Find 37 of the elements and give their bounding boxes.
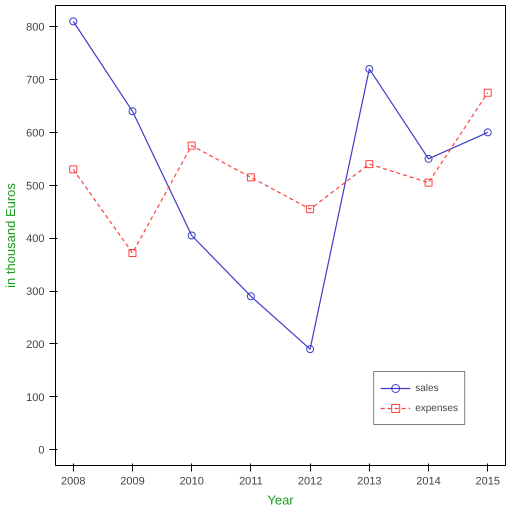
y-tick-label: 100 (26, 392, 45, 404)
y-tick-label: 700 (26, 74, 45, 87)
point (424, 154, 433, 163)
point (484, 128, 492, 136)
point (69, 165, 78, 174)
point (365, 160, 374, 168)
point (69, 17, 78, 26)
point (306, 345, 314, 354)
x-tick-label: 2008 (61, 476, 86, 488)
y-tick-label: 600 (26, 127, 45, 140)
y-tick-label: 800 (26, 22, 45, 34)
y-axis-title: in thousand Euros (3, 182, 18, 288)
point (246, 173, 255, 182)
x-axis-title: Year (267, 492, 294, 508)
y-tick-label: 400 (26, 233, 45, 246)
point (484, 88, 492, 97)
x-tick-label: 2009 (120, 476, 145, 488)
x-tick-label: 2013 (357, 476, 382, 488)
point (128, 107, 136, 116)
point (128, 248, 136, 257)
point (188, 142, 196, 150)
y-tick-label: 300 (26, 286, 45, 298)
legend-label: sales (415, 382, 439, 394)
point (188, 232, 196, 240)
y-tick-label: 200 (26, 338, 45, 351)
x-tick-label: 2011 (239, 476, 263, 488)
x-tick-label: 2012 (298, 476, 322, 488)
x-tick-label: 2015 (476, 476, 500, 488)
point (306, 205, 314, 214)
x-tick-label: 2014 (416, 476, 441, 488)
point (365, 64, 374, 73)
legend-label: expenses (415, 402, 458, 414)
y-tick-label: 500 (26, 180, 45, 192)
point (246, 292, 255, 300)
point (424, 178, 433, 187)
y-tick-label: 0 (38, 444, 45, 457)
x-tick-label: 2010 (179, 476, 204, 488)
